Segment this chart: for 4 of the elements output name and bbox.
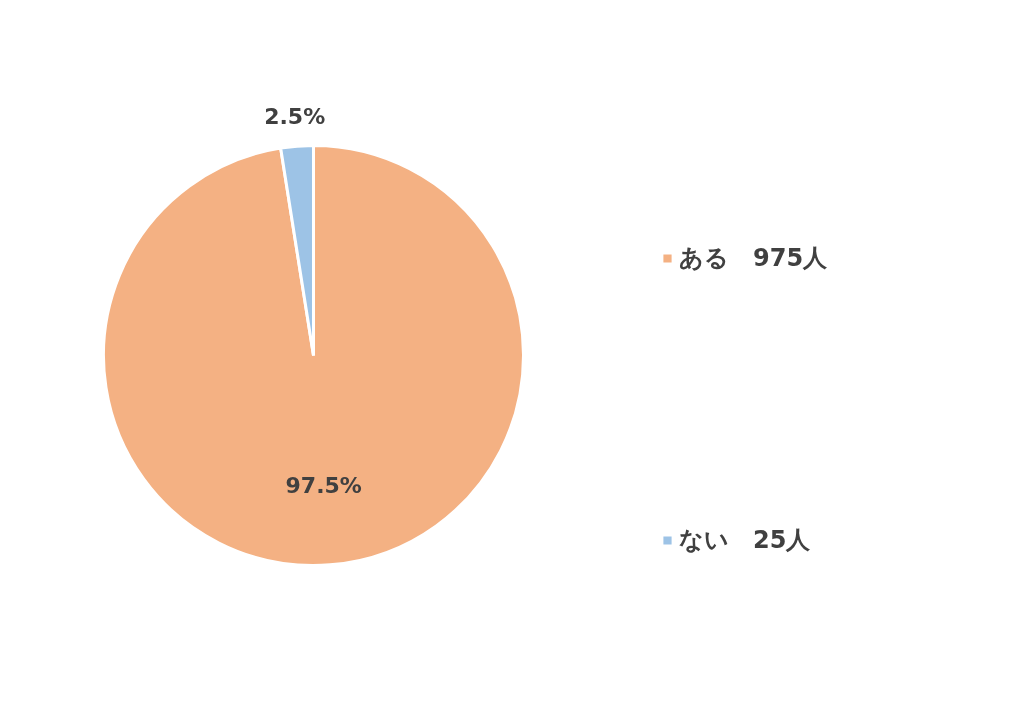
data-label: 97.5% [285, 472, 362, 498]
data-label: 2.5% [264, 104, 326, 130]
legend-label: ある 975人 [679, 243, 828, 274]
legend-label: ない 25人 [679, 525, 811, 556]
